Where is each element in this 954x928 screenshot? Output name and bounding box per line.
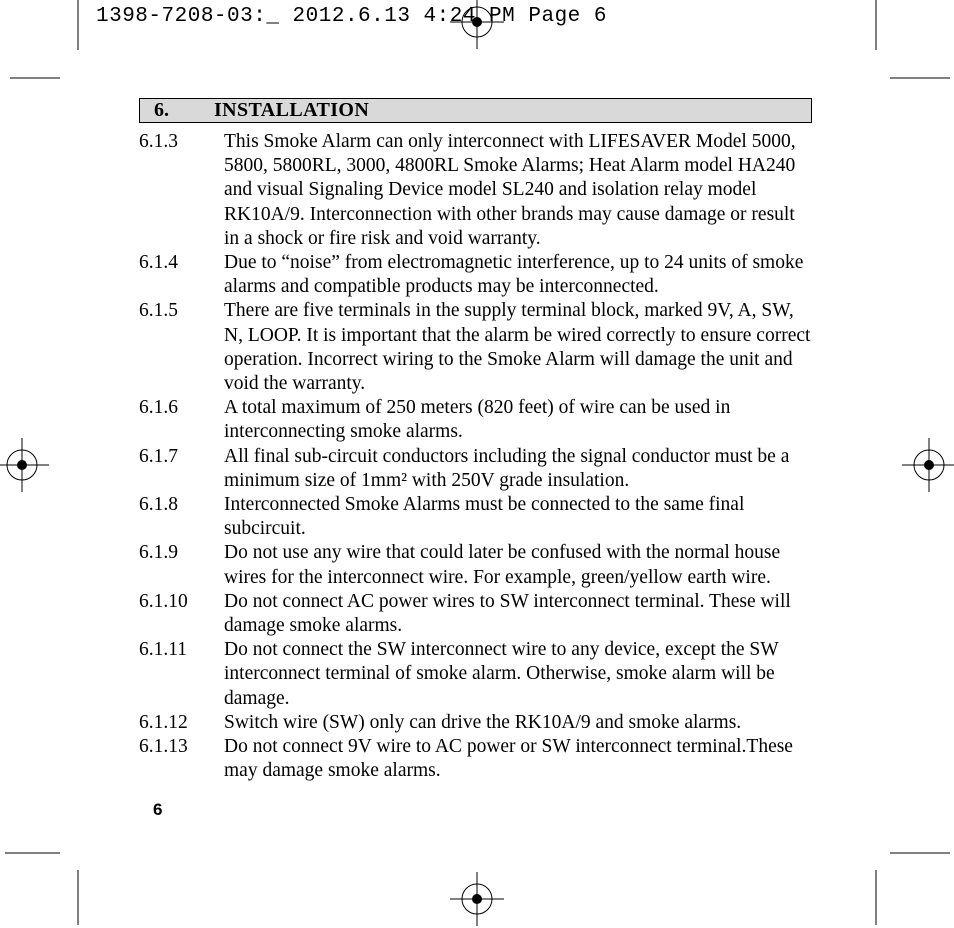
crop-mark-bottom-left-h xyxy=(0,843,70,863)
item-number: 6.1.12 xyxy=(139,711,224,735)
crop-mark-bottom-left-v xyxy=(68,870,88,928)
item-text: There are five terminals in the supply t… xyxy=(224,299,812,396)
item-number: 6.1.10 xyxy=(139,590,224,638)
item-text: A total maximum of 250 meters (820 feet)… xyxy=(224,396,812,444)
list-item: 6.1.8Interconnected Smoke Alarms must be… xyxy=(139,493,812,541)
crop-mark-top-left-v xyxy=(68,0,88,60)
registration-mark-left xyxy=(0,438,49,492)
list-item: 6.1.7All final sub-circuit conductors in… xyxy=(139,445,812,493)
item-text: Interconnected Smoke Alarms must be conn… xyxy=(224,493,812,541)
section-title: INSTALLATION xyxy=(214,99,369,122)
item-number: 6.1.11 xyxy=(139,638,224,711)
list-item: 6.1.13Do not connect 9V wire to AC power… xyxy=(139,735,812,783)
list-item: 6.1.3This Smoke Alarm can only interconn… xyxy=(139,130,812,251)
item-text: Do not connect AC power wires to SW inte… xyxy=(224,590,812,638)
list-item: 6.1.12Switch wire (SW) only can drive th… xyxy=(139,711,812,735)
item-text: Do not connect 9V wire to AC power or SW… xyxy=(224,735,812,783)
item-number: 6.1.9 xyxy=(139,541,224,589)
registration-mark-top xyxy=(450,0,504,49)
items-list: 6.1.3This Smoke Alarm can only interconn… xyxy=(139,130,812,783)
item-number: 6.1.8 xyxy=(139,493,224,541)
page-content: 6. INSTALLATION 6.1.3This Smoke Alarm ca… xyxy=(139,98,812,783)
item-number: 6.1.7 xyxy=(139,445,224,493)
item-text: Due to “noise” from electromagnetic inte… xyxy=(224,251,812,299)
list-item: 6.1.10Do not connect AC power wires to S… xyxy=(139,590,812,638)
crop-mark-top-left xyxy=(0,60,90,90)
list-item: 6.1.6A total maximum of 250 meters (820 … xyxy=(139,396,812,444)
list-item: 6.1.11Do not connect the SW interconnect… xyxy=(139,638,812,711)
item-number: 6.1.5 xyxy=(139,299,224,396)
item-text: This Smoke Alarm can only interconnect w… xyxy=(224,130,812,251)
list-item: 6.1.4Due to “noise” from electromagnetic… xyxy=(139,251,812,299)
item-text: All final sub-circuit conductors includi… xyxy=(224,445,812,493)
crop-mark-bottom-right-v xyxy=(866,870,886,928)
item-number: 6.1.6 xyxy=(139,396,224,444)
crop-mark-top-right-h xyxy=(890,68,954,88)
crop-mark-top-right-v xyxy=(866,0,886,60)
item-text: Switch wire (SW) only can drive the RK10… xyxy=(224,711,812,735)
item-number: 6.1.4 xyxy=(139,251,224,299)
list-item: 6.1.9Do not use any wire that could late… xyxy=(139,541,812,589)
item-text: Do not connect the SW interconnect wire … xyxy=(224,638,812,711)
crop-mark-bottom-right-h xyxy=(890,843,954,863)
header-file-info: 1398-7208-03:_ 2012.6.13 4:24 PM Page 6 xyxy=(96,5,607,28)
registration-mark-right xyxy=(902,438,954,492)
list-item: 6.1.5There are five terminals in the sup… xyxy=(139,299,812,396)
item-text: Do not use any wire that could later be … xyxy=(224,541,812,589)
registration-mark-bottom xyxy=(450,872,504,926)
section-header: 6. INSTALLATION xyxy=(139,98,812,123)
item-number: 6.1.3 xyxy=(139,130,224,251)
page-number: 6 xyxy=(153,800,162,820)
section-number: 6. xyxy=(154,99,214,122)
item-number: 6.1.13 xyxy=(139,735,224,783)
